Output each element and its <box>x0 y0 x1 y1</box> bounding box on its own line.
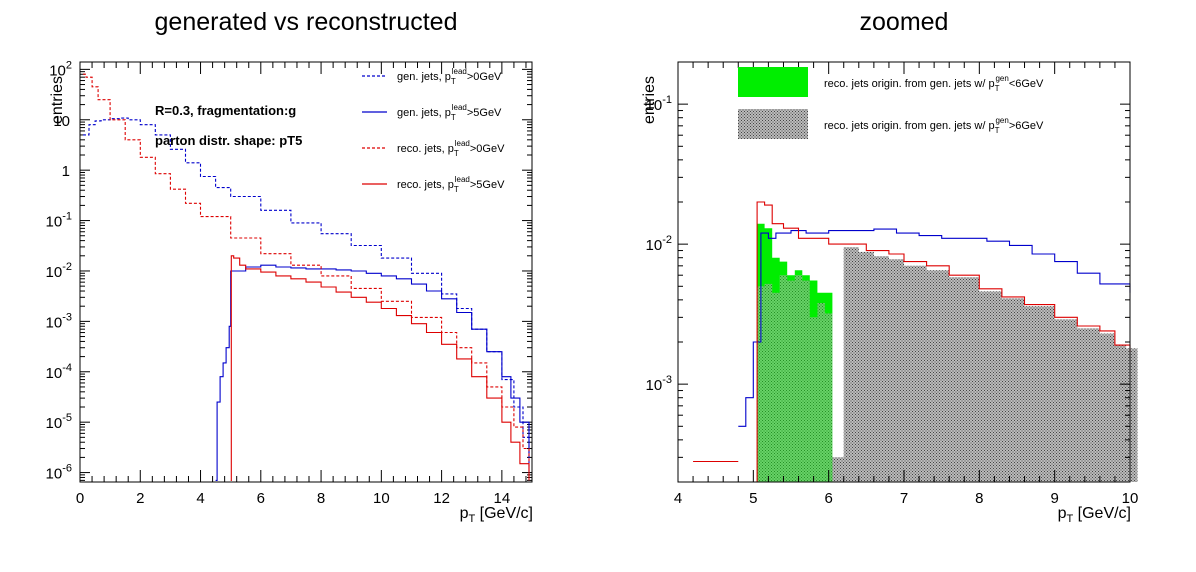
right-x-tick-label: 8 <box>975 490 983 507</box>
left-x-tick-label: 0 <box>76 490 84 507</box>
left-x-tick-label: 4 <box>196 490 204 507</box>
left-y-tick-label: 1 <box>62 163 70 180</box>
left-x-tick-label: 10 <box>373 490 390 507</box>
left-x-tick-label: 14 <box>494 490 511 507</box>
left-series-line-2 <box>83 73 530 478</box>
left-x-tick-label: 12 <box>433 490 450 507</box>
right-y-axis-label: entries <box>641 76 658 124</box>
right-x-tick-label: 10 <box>1122 490 1139 507</box>
right-y-tick-label: 10-1 <box>646 94 672 114</box>
left-y-tick-label: 10 <box>53 113 70 130</box>
right-y-tick-label: 10-2 <box>646 234 672 254</box>
left-x-tick-label: 8 <box>317 490 325 507</box>
left-series-line-3 <box>230 255 530 481</box>
left-annotation-shape: parton distr. shape: pT5 <box>155 133 302 148</box>
left-legend-label-1: gen. jets, pTlead>5GeV <box>397 103 502 122</box>
left-y-tick-label: 10-2 <box>46 261 72 281</box>
right-chart-title: zoomed <box>859 8 949 36</box>
right-legend-label-0: reco. jets origin. from gen. jets w/ pTg… <box>824 74 1044 93</box>
right-y-tick-label: 10-3 <box>646 374 672 394</box>
left-series-line-0 <box>83 117 530 473</box>
right-series-line-1 <box>753 201 1131 483</box>
left-legend-label-0: gen. jets, pTlead>0GeV <box>397 67 502 86</box>
left-y-axis-label: entries <box>49 76 66 124</box>
right-hatched-histogram <box>757 247 1138 482</box>
left-y-tick-label: 10-1 <box>46 211 72 231</box>
right-legend-swatch-1 <box>738 109 808 139</box>
left-y-tick-label: 10-6 <box>46 463 72 483</box>
left-x-tick-label: 2 <box>136 490 144 507</box>
left-series-line-1 <box>215 264 530 481</box>
right-x-tick-label: 4 <box>674 490 682 507</box>
left-y-tick-label: 10-4 <box>46 362 72 382</box>
left-x-axis-label: pT [GeV/c] <box>460 505 533 525</box>
right-x-tick-label: 9 <box>1050 490 1058 507</box>
right-series-line-0 <box>738 228 1131 427</box>
left-y-tick-label: 10-3 <box>46 311 72 331</box>
right-x-tick-label: 7 <box>900 490 908 507</box>
left-y-tick-label: 10-5 <box>46 412 72 432</box>
right-x-axis-label: pT [GeV/c] <box>1058 505 1131 525</box>
left-annotation-params: R=0.3, fragmentation:g <box>155 103 296 118</box>
right-x-tick-label: 6 <box>824 490 832 507</box>
left-plot-frame <box>79 61 533 483</box>
left-x-tick-label: 6 <box>257 490 265 507</box>
right-legend-swatch-0 <box>738 67 808 97</box>
right-overlap-histogram <box>757 275 833 482</box>
right-legend-label-1: reco. jets origin. from gen. jets w/ pTg… <box>824 116 1044 135</box>
left-legend-label-3: reco. jets, pTlead>5GeV <box>397 175 505 194</box>
left-chart-title: generated vs reconstructed <box>154 8 458 36</box>
right-x-tick-label: 5 <box>749 490 757 507</box>
left-legend-label-2: reco. jets, pTlead>0GeV <box>397 139 505 158</box>
left-y-tick-label: 102 <box>49 59 72 79</box>
